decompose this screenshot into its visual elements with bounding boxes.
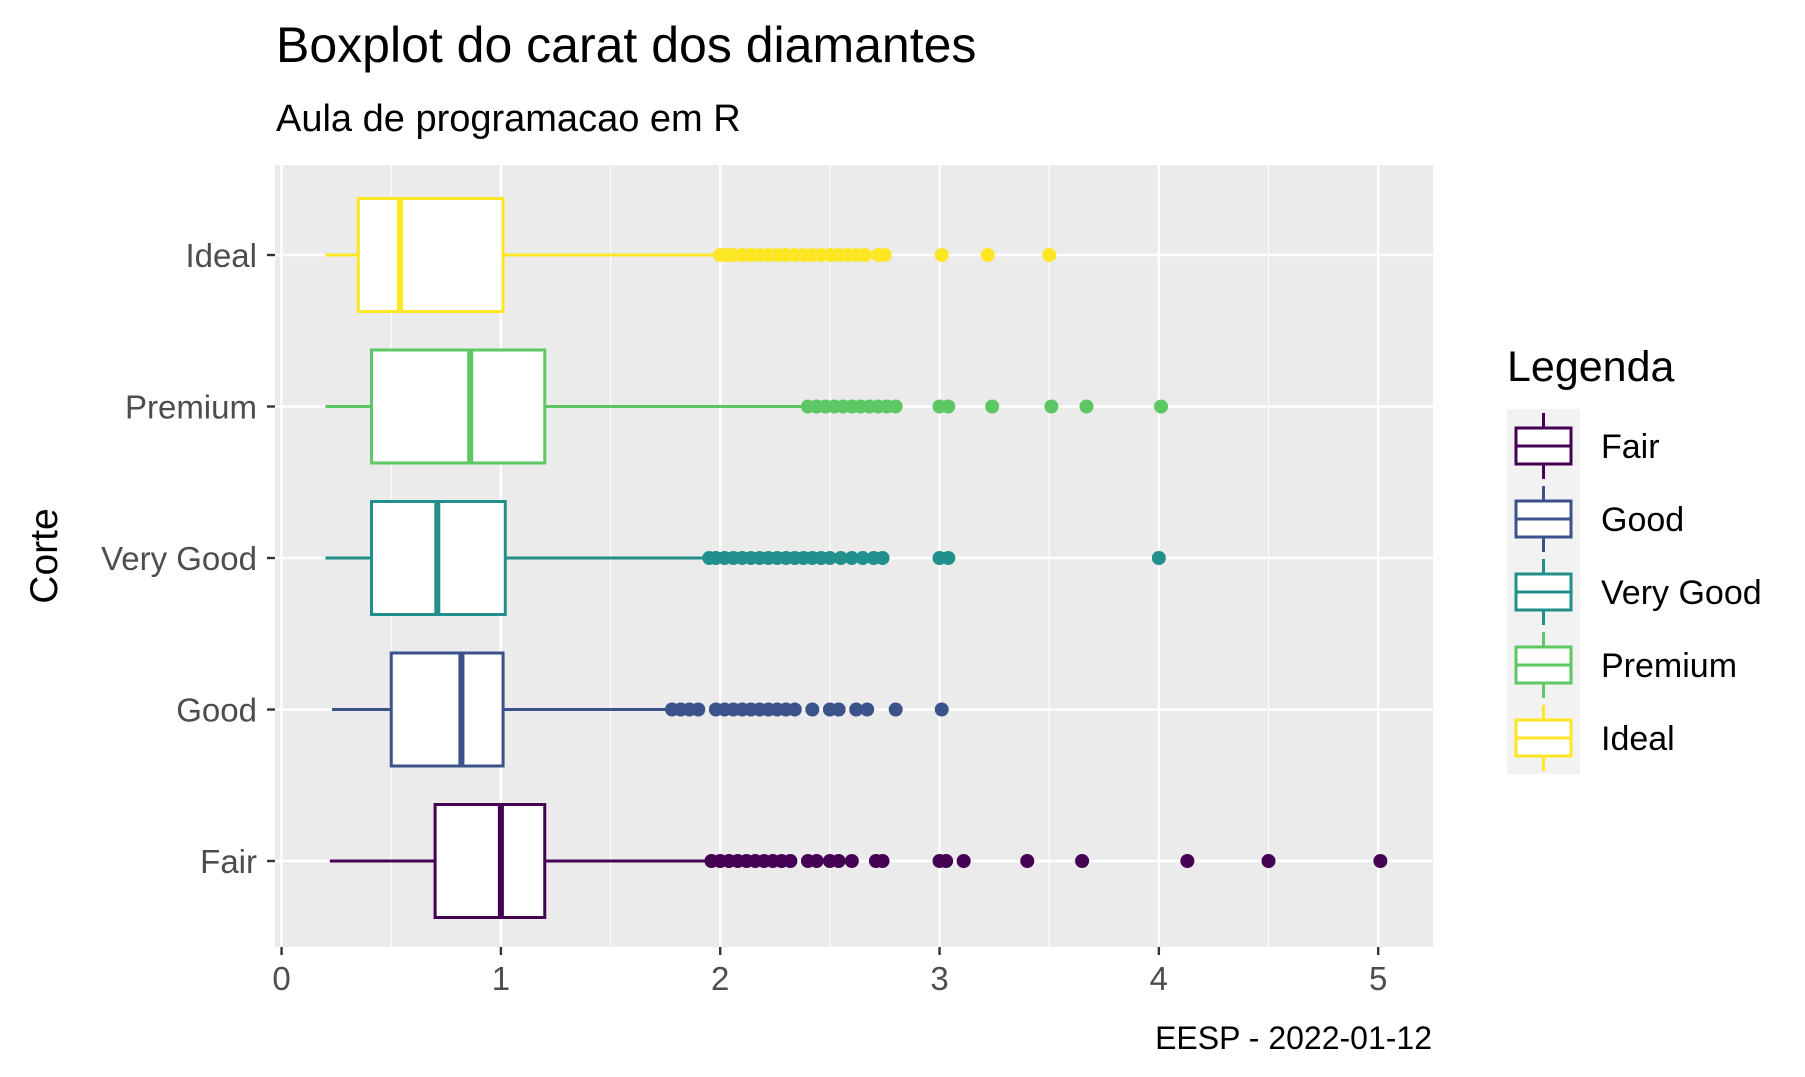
legend-label: Very Good (1601, 574, 1762, 612)
outlier-point (831, 702, 846, 717)
outlier-point (860, 702, 875, 717)
outlier-point (831, 854, 846, 868)
outlier-point (1180, 854, 1195, 868)
outlier-point (877, 248, 892, 262)
outlier-point (849, 702, 864, 717)
outlier-point (855, 551, 870, 565)
x-tick-label: 2 (711, 960, 729, 997)
outlier-point (787, 702, 802, 717)
outlier-point (956, 854, 971, 868)
box (356, 197, 505, 313)
axes: 0 1 2 3 4 5 Ideal Premium Very Good Good Fair (101, 237, 1387, 997)
outlier-point (941, 551, 956, 565)
box (370, 348, 547, 465)
chart-caption: EESP - 2022-01-12 (1155, 1020, 1432, 1056)
legend-label: Fair (1601, 428, 1660, 466)
outlier-point (833, 551, 848, 565)
outlier-point (888, 702, 903, 717)
outlier-point (875, 854, 890, 868)
chart-title: Boxplot do carat dos diamantes (276, 17, 976, 73)
x-tick-label: 1 (492, 960, 510, 997)
outlier-point (941, 399, 956, 414)
boxes (325, 197, 804, 919)
outlier-point (1373, 854, 1388, 868)
outliers (664, 248, 1388, 868)
outlier-point (934, 248, 949, 262)
outlier-point (980, 248, 995, 262)
y-tick-label: Premium (125, 389, 257, 426)
outlier-point (1154, 399, 1169, 414)
legend-label: Good (1601, 501, 1684, 539)
box (433, 803, 547, 919)
outlier-point (888, 399, 903, 414)
legend: Fair Good Very Good Premium Ideal (1514, 413, 1762, 771)
outlier-point (809, 854, 824, 868)
outlier-point (805, 702, 820, 717)
legend-label: Premium (1601, 647, 1737, 685)
outlier-point (1261, 854, 1276, 868)
x-tick-label: 5 (1369, 960, 1387, 997)
legend-title: Legenda (1507, 343, 1674, 391)
outlier-point (822, 551, 837, 565)
outlier-point (844, 551, 859, 565)
chart-subtitle: Aula de programacao em R (276, 98, 741, 140)
outlier-point (1151, 551, 1166, 565)
x-tick-label: 0 (272, 960, 290, 997)
y-tick-label: Very Good (101, 540, 257, 577)
outlier-point (1075, 854, 1090, 868)
outlier-point (1020, 854, 1035, 868)
outlier-point (1042, 248, 1057, 262)
outlier-point (875, 551, 890, 565)
outlier-point (1044, 399, 1059, 414)
y-axis-title: Corte (23, 508, 66, 603)
y-tick-label: Fair (200, 843, 257, 880)
y-tick-label: Good (176, 692, 257, 729)
outlier-point (783, 854, 798, 868)
box (389, 651, 505, 768)
outlier-point (985, 399, 1000, 414)
outlier-point (934, 702, 949, 717)
outlier-point (1079, 399, 1094, 414)
outlier-point (844, 854, 859, 868)
outlier-point (939, 854, 954, 868)
outlier-point (857, 248, 872, 262)
y-tick-label: Ideal (185, 237, 257, 274)
outlier-point (691, 702, 706, 717)
x-tick-label: 3 (930, 960, 948, 997)
legend-label: Ideal (1601, 720, 1675, 758)
x-tick-label: 4 (1150, 960, 1168, 997)
